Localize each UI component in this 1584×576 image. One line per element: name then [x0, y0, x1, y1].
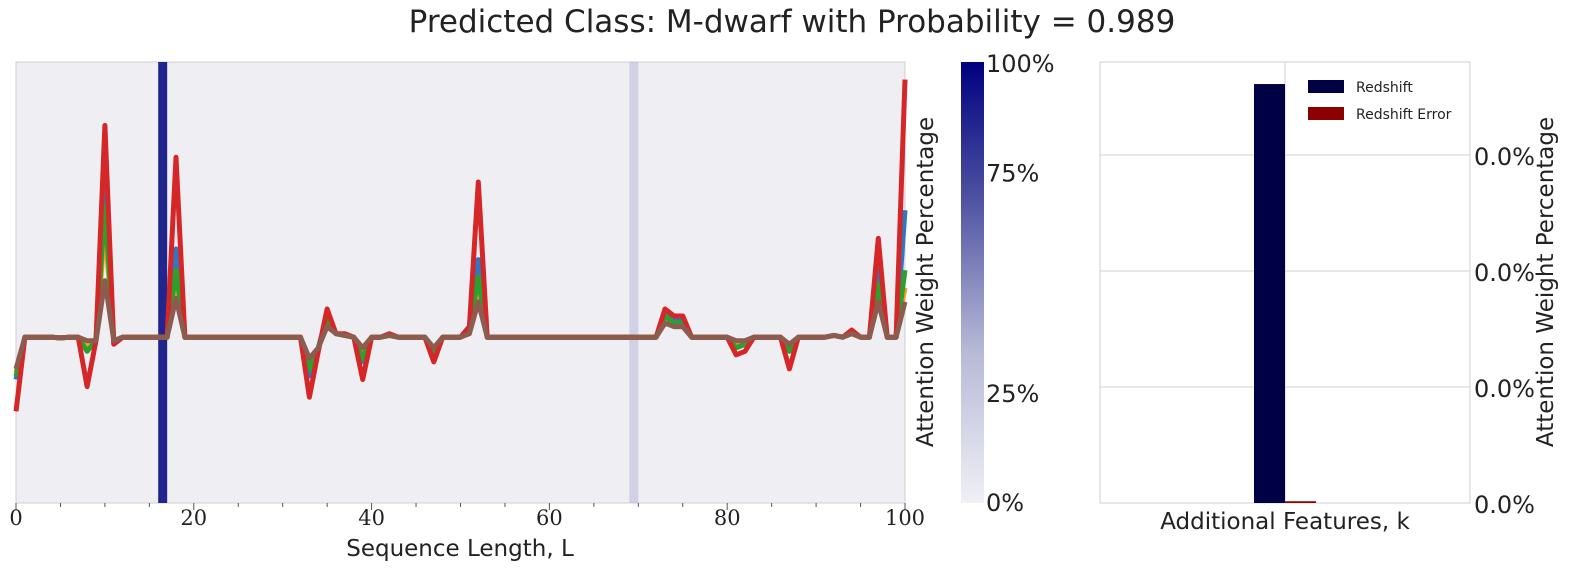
feature-bars — [1254, 84, 1316, 504]
legend-label: Redshift — [1356, 80, 1413, 96]
features-chart: 0.0%0.0%0.0%0.0% Additional Features, k … — [1099, 61, 1559, 535]
series-line-4 — [13, 278, 908, 370]
x-tick-label: 40 — [358, 506, 385, 530]
x-tick-label: 100 — [885, 506, 925, 530]
colorbar-gradient — [961, 62, 984, 503]
legend: Redshift Redshift Error — [1308, 80, 1452, 123]
bar-y-tick-label: 0.0% — [1474, 375, 1535, 403]
x-tick-label: 60 — [536, 506, 563, 530]
bar-1 — [1285, 501, 1316, 503]
bar-x-axis-label: Additional Features, k — [1160, 509, 1410, 535]
x-axis-ticks: 0 20 40 60 80 100 — [9, 503, 925, 530]
sequence-plot-background — [15, 61, 906, 504]
x-tick-label: 80 — [714, 506, 741, 530]
bar-y-ticks: 0.0% 0.0% 0.0% 0.0% — [1474, 143, 1535, 519]
x-tick-label: 0 — [9, 506, 22, 530]
legend-swatch — [1308, 107, 1344, 120]
colorbar-tick-label: 0% — [986, 489, 1024, 517]
colorbar-tick-label: 25% — [986, 380, 1039, 408]
chart-title: Predicted Class: M-dwarf with Probabilit… — [408, 4, 1176, 40]
legend-label: Redshift Error — [1356, 107, 1452, 123]
attention-highlight-1 — [629, 62, 639, 503]
attention-highlight-0 — [158, 62, 168, 503]
colorbar-ticks: 0% 25% 75% 100% — [986, 50, 1055, 517]
legend-swatch — [1308, 80, 1344, 93]
colorbar-tick-label: 100% — [986, 50, 1055, 78]
series-lines — [13, 79, 908, 412]
x-axis-label: Sequence Length, L — [346, 536, 574, 562]
bar-y-tick-label: 0.0% — [1474, 491, 1535, 519]
bar-0 — [1254, 84, 1285, 504]
sequence-chart: 0 20 40 60 80 100 Sequence Length, L — [9, 61, 925, 562]
bar-y-axis-label: Attention Weight Percentage — [1533, 117, 1559, 447]
bar-y-tick-label: 0.0% — [1474, 259, 1535, 287]
bar-y-tick-label: 0.0% — [1474, 143, 1535, 171]
colorbar: 0% 25% 75% 100% Attention Weight Percentage — [913, 50, 1055, 517]
colorbar-label: Attention Weight Percentage — [913, 117, 939, 447]
attention-highlights — [158, 62, 639, 503]
colorbar-tick-label: 75% — [986, 159, 1039, 187]
x-tick-label: 20 — [180, 506, 207, 530]
